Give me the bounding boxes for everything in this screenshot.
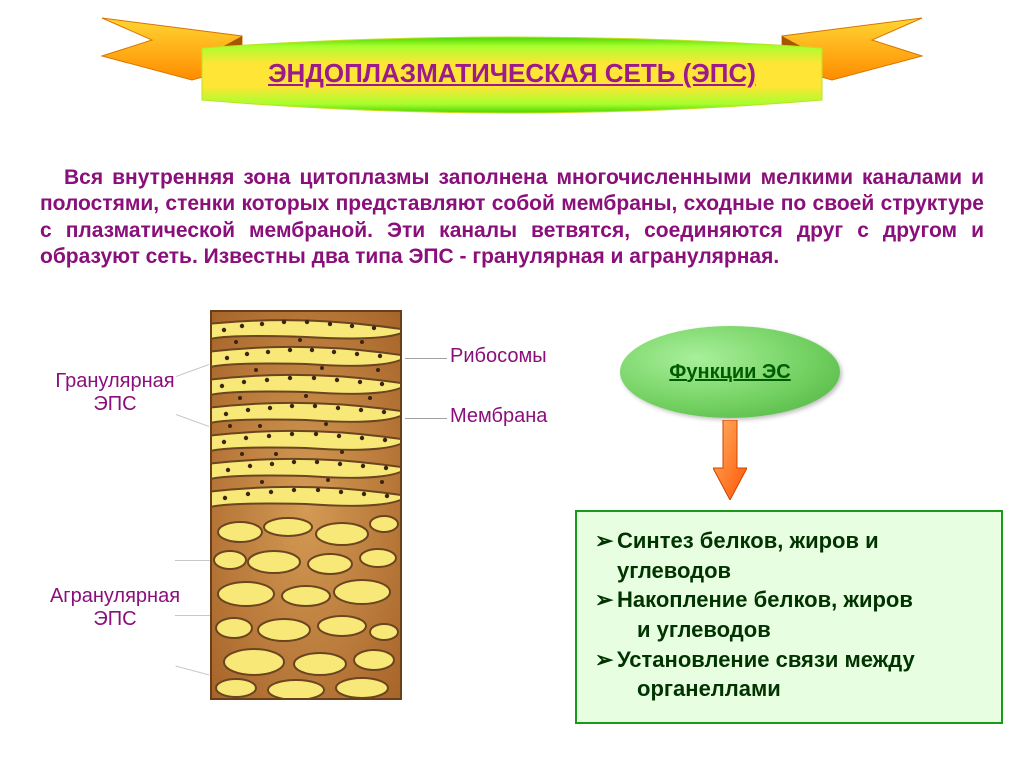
- functions-title: Функции ЭС: [669, 361, 790, 384]
- page-title: ЭНДОПЛАЗМАТИЧЕСКАЯ СЕТЬ (ЭПС): [0, 58, 1024, 89]
- functions-oval: Функции ЭС: [620, 326, 840, 418]
- callout-line: [405, 418, 447, 419]
- function-item: Установление связи между: [595, 645, 991, 675]
- arrow-down-icon: [713, 420, 747, 500]
- functions-list: Синтез белков, жиров и углеводов Накопле…: [595, 526, 991, 704]
- label-membrane: Мембрана: [450, 405, 547, 428]
- callout-line: [175, 560, 210, 561]
- callout-line: [176, 414, 209, 427]
- description-paragraph: Вся внутренняя зона цитоплазмы заполнена…: [40, 165, 984, 270]
- function-item: Синтез белков, жиров и углеводов: [595, 526, 991, 585]
- eps-diagram-svg: [212, 312, 400, 698]
- label-granular-eps: Гранулярная ЭПС: [40, 370, 190, 416]
- function-item-cont: и углеводов: [595, 615, 991, 645]
- functions-list-box: Синтез белков, жиров и углеводов Накопле…: [575, 510, 1003, 724]
- callout-line: [175, 665, 209, 675]
- function-item: Накопление белков, жиров: [595, 585, 991, 615]
- function-item-cont: органеллами: [595, 674, 991, 704]
- label-agranular-eps: Агранулярная ЭПС: [40, 585, 190, 631]
- callout-line: [405, 358, 447, 359]
- eps-diagram: [210, 310, 402, 700]
- label-ribosomes: Рибосомы: [450, 345, 547, 368]
- callout-line: [175, 615, 210, 616]
